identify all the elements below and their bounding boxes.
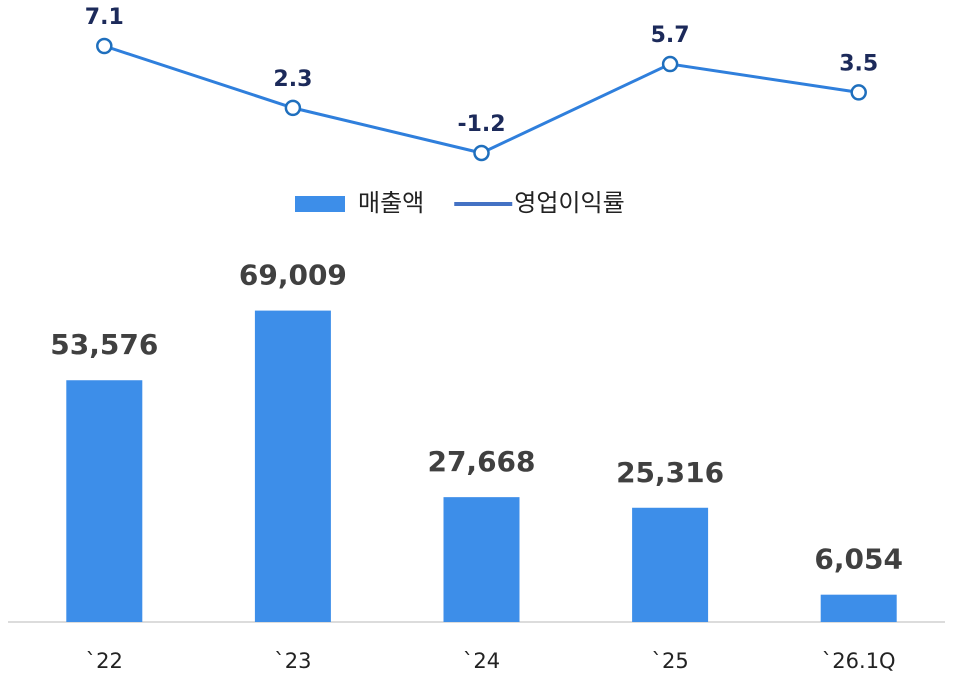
data-label: 27,668 <box>427 445 535 478</box>
x-tick-label: `22 <box>86 649 123 673</box>
legend-swatch <box>295 196 345 212</box>
x-tick-label: `25 <box>651 649 688 673</box>
data-label: 3.5 <box>839 51 878 76</box>
data-label: 2.3 <box>273 67 312 92</box>
data-label: 6,054 <box>814 543 903 576</box>
bar <box>820 594 897 622</box>
data-label: 7.1 <box>85 5 124 30</box>
data-label: -1.2 <box>457 112 505 137</box>
line-marker <box>96 37 113 55</box>
legend-label: 영업이익률 <box>514 189 624 217</box>
x-tick-label: `23 <box>274 649 311 673</box>
bar <box>254 310 331 622</box>
data-label: 53,576 <box>50 328 158 361</box>
line-marker <box>473 144 490 162</box>
line-marker <box>850 84 867 101</box>
data-label: 69,009 <box>239 259 347 292</box>
line-marker <box>284 99 302 117</box>
data-label: 25,316 <box>616 456 724 489</box>
x-tick-label: `26.1Q <box>822 649 896 673</box>
data-label: 5.7 <box>651 23 690 48</box>
bar <box>632 507 709 622</box>
line-marker <box>661 55 679 73</box>
bar <box>66 380 143 622</box>
legend-label: 매출액 <box>358 189 424 217</box>
x-tick-label: `24 <box>463 649 500 673</box>
bar <box>443 497 520 622</box>
